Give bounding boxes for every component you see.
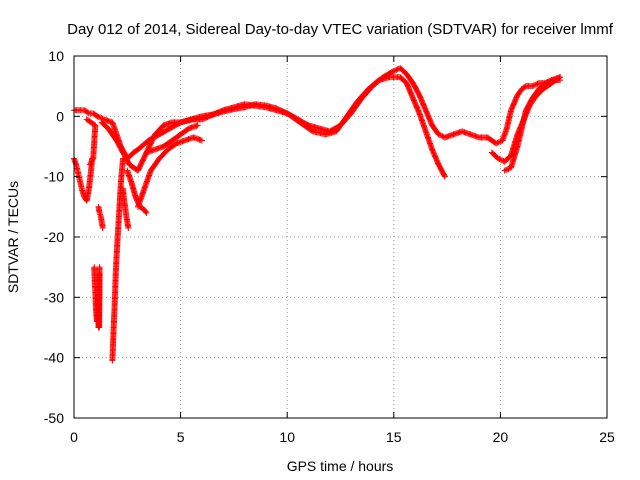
- data-point: [86, 161, 93, 168]
- data-point: [390, 68, 397, 75]
- y-tick-label: -20: [44, 229, 64, 245]
- data-point: [544, 78, 551, 85]
- data-point: [438, 132, 445, 139]
- data-point: [94, 113, 101, 120]
- y-tick-label: 0: [56, 108, 64, 124]
- chart-title: Day 012 of 2014, Sidereal Day-to-day VTE…: [67, 21, 614, 38]
- data-point: [441, 172, 448, 179]
- data-point: [493, 140, 500, 147]
- y-tick-label: 10: [48, 48, 64, 64]
- data-point: [441, 173, 448, 180]
- data-point: [142, 208, 149, 215]
- data-point: [96, 264, 103, 271]
- x-tick-label: 20: [493, 429, 509, 445]
- data-point: [504, 166, 511, 173]
- data-point: [542, 80, 549, 87]
- data-point: [436, 132, 443, 139]
- data-point: [495, 139, 502, 146]
- x-tick-label: 15: [386, 429, 402, 445]
- data-point: [95, 113, 102, 120]
- data-point: [87, 160, 94, 167]
- data-point: [529, 83, 536, 90]
- data-point: [496, 156, 503, 163]
- axis-ticks: 0 5 10 15 20 25 -50 -40 -30 -20 -10 0 10: [44, 48, 615, 445]
- x-tick-label: 10: [279, 429, 295, 445]
- data-point: [435, 131, 442, 138]
- x-axis-label: GPS time / hours: [287, 458, 394, 474]
- y-tick-label: -50: [44, 410, 64, 426]
- x-tick-label: 25: [599, 429, 615, 445]
- data-point: [546, 78, 553, 85]
- data-point: [534, 80, 541, 87]
- data-point: [557, 74, 564, 81]
- data-point: [392, 67, 399, 74]
- data-point: [502, 167, 509, 174]
- grid-lines: [74, 56, 607, 418]
- data-point: [531, 81, 538, 88]
- data-point: [143, 209, 150, 216]
- data-point: [501, 167, 508, 174]
- data-points: [71, 65, 564, 364]
- data-point: [533, 81, 540, 88]
- data-point: [97, 211, 104, 218]
- y-axis-label: SDTVAR / TECUs: [5, 181, 21, 293]
- data-point: [99, 224, 106, 231]
- data-point: [495, 155, 502, 162]
- y-tick-label: -10: [44, 169, 64, 185]
- data-point: [530, 82, 537, 89]
- x-tick-label: 5: [177, 429, 185, 445]
- x-tick-label: 0: [70, 429, 78, 445]
- data-point: [198, 137, 205, 144]
- data-point: [494, 139, 501, 146]
- data-point: [543, 79, 550, 86]
- y-tick-label: -40: [44, 350, 64, 366]
- data-point: [497, 156, 504, 163]
- data-point: [393, 66, 400, 73]
- data-point: [125, 224, 132, 231]
- data-point: [120, 155, 127, 162]
- data-point: [194, 122, 201, 129]
- y-tick-label: -30: [44, 289, 64, 305]
- data-point: [97, 114, 104, 121]
